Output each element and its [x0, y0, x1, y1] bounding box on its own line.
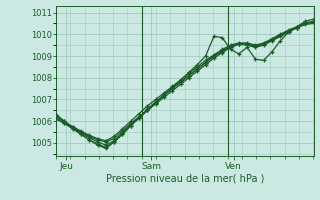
X-axis label: Pression niveau de la mer( hPa ): Pression niveau de la mer( hPa ) [106, 173, 264, 183]
